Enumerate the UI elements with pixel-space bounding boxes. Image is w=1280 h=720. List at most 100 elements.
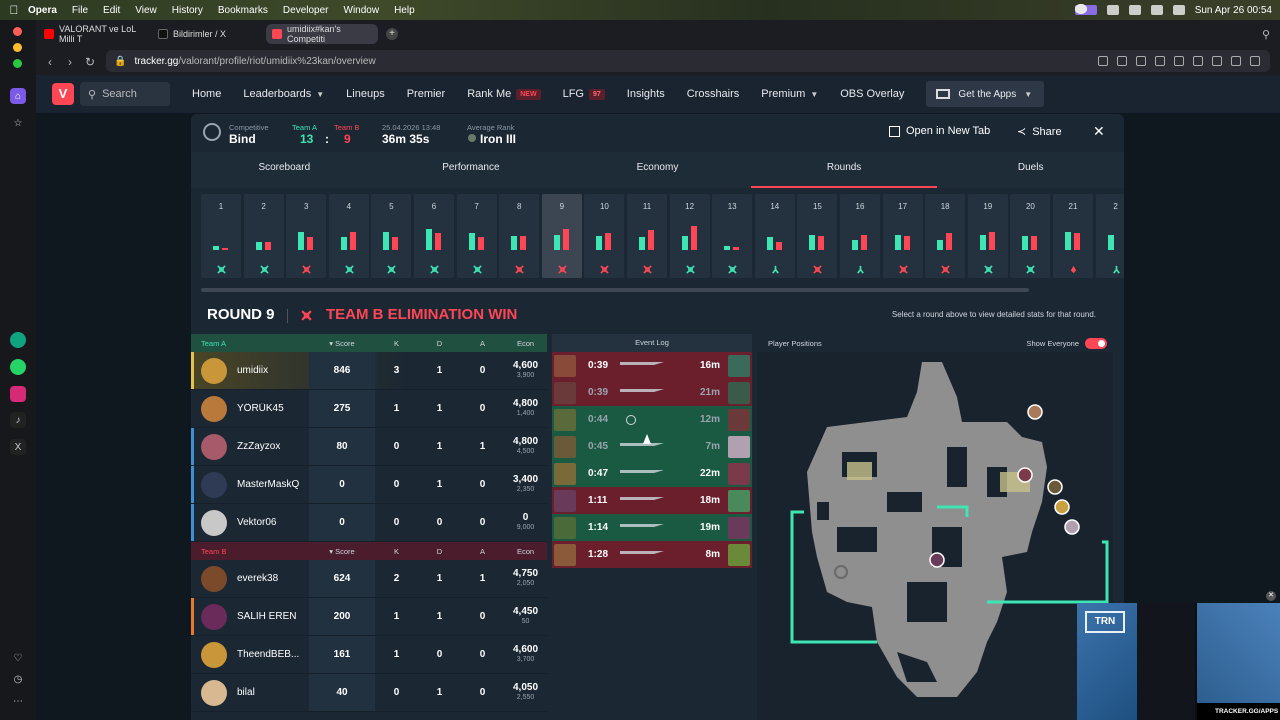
player-row[interactable]: Vektor06 0 0 0 0 0 9,000 [191,504,547,542]
back-icon[interactable]: ‹ [48,54,52,69]
player-name[interactable]: MasterMaskQ [237,479,300,490]
picture-in-picture-video[interactable]: TRN TRACKER.GG/APPS [1077,603,1280,720]
tab-scoreboard[interactable]: Scoreboard [258,162,311,173]
heart-icon[interactable]: ♡ [13,652,23,664]
minimize-window-icon[interactable] [13,43,22,52]
open-new-tab-button[interactable]: Open in New Tab [889,125,990,137]
bind-minimap[interactable] [757,352,1113,720]
assists-column-header[interactable]: A [479,338,485,348]
nav-item-insights[interactable]: Insights [627,88,665,100]
valorant-logo-icon[interactable]: V [52,83,74,105]
menu-history[interactable]: History [171,4,203,16]
tab-valorant[interactable]: VALORANT ve LoL Milli T [38,24,150,44]
zoom-window-icon[interactable] [13,59,22,68]
round-3[interactable]: 3 [286,194,327,278]
econ-column-header[interactable]: Econ [516,546,535,556]
clock[interactable]: Sun Apr 26 00:54 [1194,4,1272,16]
tab-notifications[interactable]: Bildirimler / X [152,24,264,44]
close-window-icon[interactable] [13,27,22,36]
round-4[interactable]: 4 [328,194,369,278]
nav-item-crosshairs[interactable]: Crosshairs [687,88,740,100]
round-15[interactable]: 15 [797,194,838,278]
site-search[interactable]: ⚲ Search [80,82,170,106]
forward-icon[interactable]: › [68,54,72,69]
tab-tracker[interactable]: umidiix#kan's Competiti [266,24,378,44]
menu-bookmarks[interactable]: Bookmarks [217,4,268,16]
event-row[interactable]: 0:39 16m [552,352,752,379]
kills-column-header[interactable]: K [393,546,399,556]
menu-window[interactable]: Window [343,4,380,16]
player-row[interactable]: TheendBEB... 161 1 0 0 4,600 3,700 [191,636,547,674]
event-row[interactable]: 0:44 12m [552,406,752,433]
player-row[interactable]: ZzZayzox 80 0 1 1 4,800 4,500 [191,428,547,466]
tab-performance[interactable]: Performance [442,162,500,173]
round-13[interactable]: 13 [712,194,753,278]
player-name[interactable]: Vektor06 [237,517,277,528]
player-row[interactable]: bilal 40 0 1 0 4,050 2,550 [191,674,547,712]
kills-column-header[interactable]: K [393,338,399,348]
status-icon-3[interactable] [1106,5,1119,15]
deaths-column-header[interactable]: D [436,338,443,348]
apple-icon[interactable]:  [0,3,28,17]
history-icon[interactable]: ◷ [13,673,23,685]
player-row[interactable]: everek38 624 2 1 1 4,750 2,050 [191,560,547,598]
heart-icon[interactable] [1174,56,1184,66]
score-column-header[interactable]: ▾ Score [329,546,355,556]
nav-item-rank-me[interactable]: Rank Me NEW [467,88,541,100]
score-column-header[interactable]: ▾ Score [329,338,355,348]
nav-item-premier[interactable]: Premier [407,88,446,100]
tab-economy[interactable]: Economy [636,162,679,173]
round-22[interactable]: 2 [1095,194,1124,278]
player-name[interactable]: everek38 [237,573,279,584]
edit-icon[interactable] [1098,56,1108,66]
event-row[interactable]: 1:28 8m [552,541,752,568]
menu-app[interactable]: Opera [28,4,57,16]
reload-icon[interactable]: ↻ [84,54,96,69]
download-icon[interactable] [1193,56,1203,66]
round-2[interactable]: 2 [243,194,284,278]
round-10[interactable]: 10 [584,194,625,278]
menu-developer[interactable]: Developer [282,4,329,16]
event-row[interactable]: 0:39 21m [552,379,752,406]
pip-close-icon[interactable]: ✕ [1266,591,1276,601]
battery-icon[interactable] [1150,5,1163,15]
more-icon[interactable]: ⋯ [13,695,23,707]
player-row[interactable]: YÖRÜK45 275 1 1 0 4,800 1,400 [191,390,547,428]
player-name[interactable]: umidiix [237,365,269,376]
nav-item-premium[interactable]: Premium ▼ [761,88,818,100]
menu-edit[interactable]: Edit [103,4,121,16]
player-name[interactable]: YÖRÜK45 [237,403,284,414]
round-21[interactable]: 21 [1053,194,1093,278]
whatsapp-icon[interactable] [10,359,26,375]
round-1[interactable]: 1 [201,194,241,278]
rounds-scrollbar[interactable] [201,288,1029,292]
deaths-column-header[interactable]: D [436,546,443,556]
round-7[interactable]: 7 [456,194,497,278]
control-center-icon[interactable] [1172,5,1185,15]
nav-item-lfg[interactable]: LFG 97 [563,88,605,100]
round-5[interactable]: 5 [371,194,412,278]
event-row[interactable]: 0:45 7m [552,433,752,460]
round-9[interactable]: 9 [541,194,582,278]
round-17[interactable]: 17 [882,194,923,278]
round-20[interactable]: 20 [1010,194,1051,278]
shield-icon[interactable] [1136,56,1146,66]
send-icon[interactable] [1155,56,1165,66]
player-row[interactable]: umidiix 846 3 1 0 4,600 3,900 [191,352,547,390]
player-row[interactable]: MasterMaskQ 0 0 1 0 3,400 2,350 [191,466,547,504]
menu-help[interactable]: Help [394,4,415,16]
camera-icon[interactable] [1117,56,1127,66]
nav-item-leaderboards[interactable]: Leaderboards ▼ [243,88,324,100]
get-apps-button[interactable]: Get the Apps ▼ [926,81,1045,107]
bookmark-icon[interactable]: ☆ [13,117,23,129]
event-row[interactable]: 0:47 22m [552,460,752,487]
menu-file[interactable]: File [71,4,89,16]
instagram-icon[interactable] [10,386,26,402]
status-icon-4[interactable] [1128,5,1141,15]
player-name[interactable]: ZzZayzox [237,441,281,452]
home-icon[interactable]: ⌂ [10,88,26,104]
round-12[interactable]: 12 [669,194,710,278]
round-14[interactable]: 14 [754,194,795,278]
nav-item-obs-overlay[interactable]: OBS Overlay [840,88,904,100]
new-tab-button[interactable]: + [386,28,398,40]
